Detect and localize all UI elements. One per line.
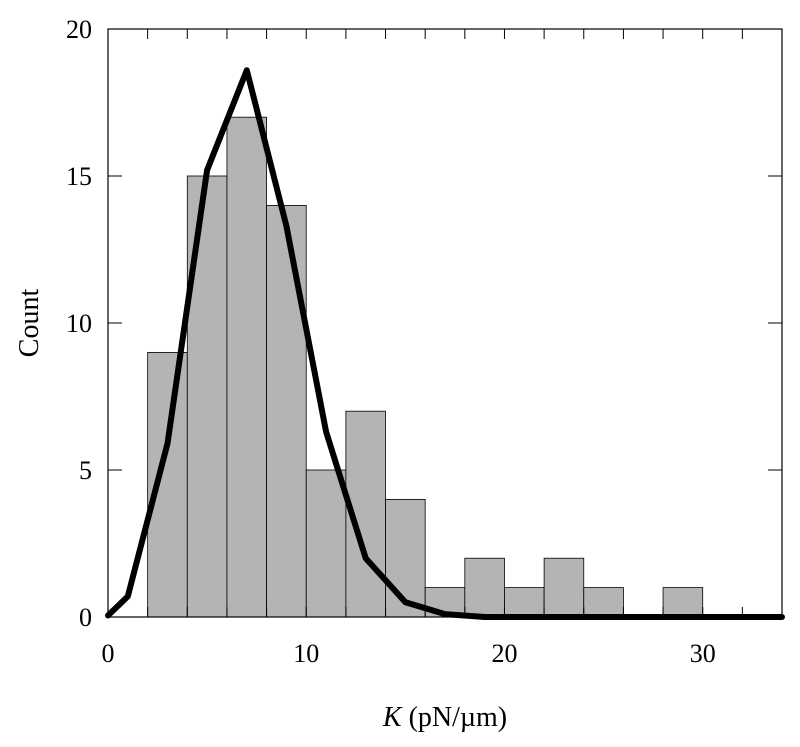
histogram-bar: [266, 204, 307, 618]
x-tick-label: 0: [102, 639, 115, 668]
x-axis-title-symbol: K: [382, 702, 403, 733]
y-tick-label: 5: [79, 456, 92, 485]
x-axis-title-unit: (pN/µm): [402, 702, 508, 733]
x-tick-label: 10: [293, 639, 319, 668]
x-axis-title: K (pN/µm): [382, 702, 507, 733]
histogram-bar: [662, 587, 704, 618]
histogram-bar: [504, 587, 545, 618]
histogram-bar: [583, 587, 624, 618]
histogram-bar: [543, 557, 585, 618]
x-tick-label: 30: [690, 639, 716, 668]
plot-frame: [107, 28, 783, 618]
histogram-bars: [147, 116, 704, 618]
histogram-bar: [147, 351, 188, 618]
y-tick-label: 10: [66, 309, 92, 338]
histogram-bar: [305, 469, 347, 618]
histogram-bar: [464, 557, 505, 618]
histogram-bar: [226, 116, 267, 618]
y-axis-title: Count: [14, 289, 45, 358]
y-tick-label: 20: [66, 15, 92, 44]
y-tick-label: 15: [66, 162, 92, 191]
y-tick-label: 0: [79, 603, 92, 632]
histogram-bar: [186, 175, 228, 618]
tick-labels: 0 10 20 30 0 5 10 15 20: [66, 15, 716, 668]
histogram-bar: [385, 498, 426, 618]
x-tick-label: 20: [491, 639, 517, 668]
